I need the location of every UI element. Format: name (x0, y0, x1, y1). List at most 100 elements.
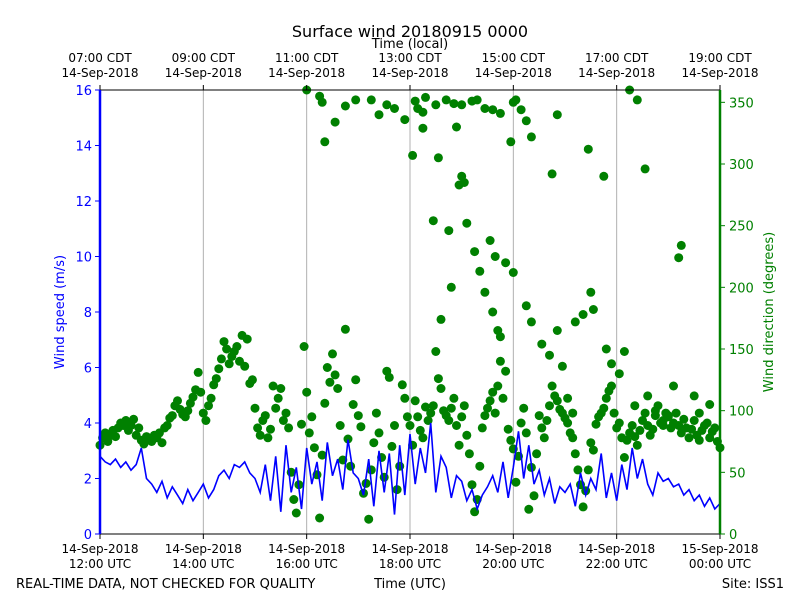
direction-point (322, 363, 332, 372)
bottom-tick-date: 14-Sep-2018 (475, 542, 552, 556)
direction-point (346, 461, 356, 471)
direction-point (547, 381, 557, 391)
direction-point (198, 408, 208, 418)
direction-point (632, 440, 642, 450)
direction-point (449, 99, 459, 109)
right-axis-label: Wind direction (degrees) (762, 232, 777, 392)
direction-point (495, 332, 505, 342)
direction-point (328, 349, 337, 359)
direction-point (599, 171, 609, 181)
direction-point (635, 425, 645, 435)
direction-point (211, 374, 221, 384)
direction-point (356, 422, 366, 432)
direction-point (648, 424, 658, 434)
direction-point (433, 153, 443, 163)
direction-point (524, 504, 534, 514)
direction-point (436, 384, 446, 393)
direction-point (614, 369, 624, 379)
direction-point (196, 387, 206, 397)
top-tick-date: 14-Sep-2018 (268, 66, 345, 80)
direction-point (353, 411, 363, 421)
direction-point (467, 480, 477, 490)
direction-point (320, 137, 330, 147)
wind-speed-line (99, 422, 721, 515)
direction-point (516, 418, 526, 428)
direction-point (402, 412, 412, 422)
direction-point (501, 366, 511, 376)
direction-point (446, 403, 456, 413)
top-tick-date: 14-Sep-2018 (578, 66, 655, 80)
direction-point (511, 477, 521, 487)
direction-point (689, 391, 699, 401)
direction-point (679, 414, 689, 424)
quality-disclaimer: REAL-TIME DATA, NOT CHECKED FOR QUALITY (16, 577, 315, 592)
direction-point (501, 258, 511, 268)
direction-point (351, 95, 361, 105)
direction-point (268, 381, 278, 391)
direction-point (400, 115, 410, 125)
bottom-tick-time: 22:00 UTC (586, 557, 648, 571)
direction-point (570, 317, 580, 327)
direction-point (552, 110, 562, 120)
bottom-tick-time: 20:00 UTC (482, 557, 544, 571)
direction-point (224, 359, 234, 369)
direction-point (710, 423, 720, 433)
direction-point (183, 406, 193, 416)
right-tick-label: 100 (729, 405, 754, 420)
direction-point (607, 359, 616, 369)
direction-point (591, 419, 601, 429)
direction-point (335, 421, 345, 430)
direction-point (464, 449, 474, 459)
direction-point (289, 495, 299, 504)
direction-point (475, 461, 485, 471)
direction-point (343, 434, 353, 444)
direction-point (273, 393, 283, 403)
direction-point (214, 364, 224, 374)
direction-point (516, 105, 526, 115)
direction-point (390, 104, 399, 113)
direction-point (129, 414, 139, 424)
left-tick-label: 0 (84, 528, 92, 543)
direction-point (470, 247, 480, 257)
direction-point (431, 100, 441, 110)
direction-point (315, 513, 325, 523)
left-tick-label: 4 (84, 417, 92, 432)
direction-point (601, 393, 611, 403)
direction-point (284, 423, 294, 433)
direction-point (632, 95, 642, 105)
direction-point (480, 287, 490, 297)
direction-point (627, 421, 637, 430)
bottom-tick-time: 18:00 UTC (379, 557, 441, 571)
direction-point (676, 240, 686, 250)
direction-point (506, 435, 516, 445)
top-tick-date: 14-Sep-2018 (475, 66, 552, 80)
direction-point (459, 178, 469, 187)
direction-point (663, 411, 673, 421)
direction-point (222, 344, 232, 354)
direction-point (426, 408, 436, 418)
direction-point (415, 425, 425, 435)
direction-point (242, 334, 252, 344)
direction-point (630, 432, 640, 442)
left-tick-label: 16 (75, 84, 92, 99)
direction-point (640, 164, 650, 174)
direction-point (578, 502, 588, 512)
direction-point (547, 169, 557, 179)
direction-point (537, 423, 547, 433)
direction-point (134, 423, 144, 433)
direction-point (325, 377, 335, 387)
bottom-tick-time: 12:00 UTC (69, 557, 131, 571)
direction-point (250, 403, 260, 413)
top-tick-time: 07:00 CDT (68, 51, 132, 65)
direction-point (201, 416, 211, 425)
direction-point (462, 218, 472, 228)
right-tick-label: 0 (729, 528, 737, 543)
direction-point (297, 419, 306, 429)
direction-point (253, 423, 263, 433)
direction-point (552, 326, 562, 335)
direction-point (340, 324, 350, 334)
direction-point (410, 396, 420, 406)
direction-point (193, 367, 203, 377)
direction-point (684, 433, 694, 443)
